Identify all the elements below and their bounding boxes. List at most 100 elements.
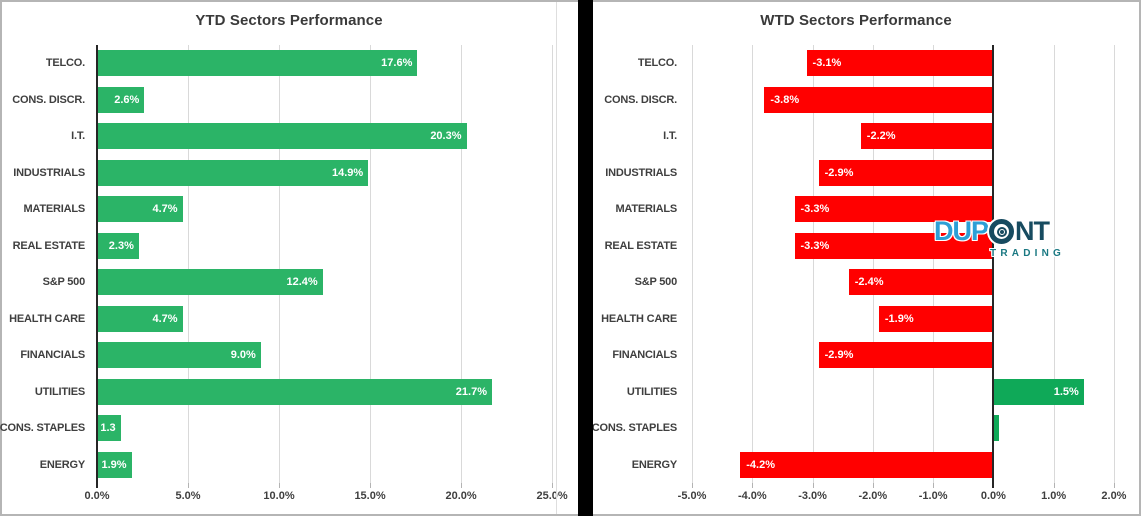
category-label-telco: TELCO. bbox=[637, 57, 677, 70]
category-label-s-p-500: S&P 500 bbox=[42, 276, 86, 289]
bar-materials: 4.7% bbox=[97, 196, 183, 223]
logo-text-dup: DUP bbox=[934, 216, 989, 246]
zero-axis-line bbox=[96, 45, 98, 488]
axis-tick-label: 0.0% bbox=[84, 490, 110, 502]
axis-tick-label: -3.0% bbox=[798, 490, 827, 502]
category-label-materials: MATERIALS bbox=[615, 203, 677, 216]
bar-value-label: 17.6% bbox=[381, 57, 413, 70]
bar-cons-discr: -3.8% bbox=[764, 86, 994, 113]
axis-tick bbox=[461, 483, 463, 488]
category-label-energy: ENERGY bbox=[39, 458, 85, 471]
bar-value-label: -2.2% bbox=[866, 130, 896, 143]
category-label-real-estate: REAL ESTATE bbox=[604, 239, 678, 252]
bar-real-estate: 2.3% bbox=[97, 232, 139, 259]
category-label-materials: MATERIALS bbox=[23, 203, 85, 216]
bar-real-estate: -3.3% bbox=[794, 232, 994, 259]
category-label-telco: TELCO. bbox=[45, 57, 85, 70]
axis-tick bbox=[692, 483, 694, 488]
category-label-health-care: HEALTH CARE bbox=[601, 312, 677, 325]
category-label-i-t: I.T. bbox=[663, 130, 677, 143]
axis-tick bbox=[872, 483, 874, 488]
bar-value-label: 9.0% bbox=[230, 349, 256, 362]
bar-s-p-500: -2.4% bbox=[848, 269, 994, 296]
axis-tick-label: 10.0% bbox=[263, 490, 295, 502]
bar-health-care: 4.7% bbox=[97, 305, 183, 332]
gridline bbox=[370, 45, 372, 483]
bar-cons-discr: 2.6% bbox=[97, 86, 145, 113]
bar-telco: 17.6% bbox=[97, 50, 418, 77]
bar-industrials: -2.9% bbox=[818, 159, 994, 186]
gridline bbox=[279, 45, 281, 483]
axis-tick-label: -2.0% bbox=[858, 490, 888, 502]
ytd-chart-title: YTD Sectors Performance bbox=[195, 12, 383, 29]
bar-energy: -4.2% bbox=[740, 451, 994, 478]
bar-utilities: 1.5% bbox=[993, 378, 1084, 405]
category-label-utilities: UTILITIES bbox=[34, 385, 85, 398]
bar-value-label: -1.9% bbox=[884, 312, 914, 325]
bar-value-label: -3.3% bbox=[800, 239, 830, 252]
axis-tick-label: 15.0% bbox=[354, 490, 386, 502]
gridline bbox=[812, 45, 814, 483]
category-label-health-care: HEALTH CARE bbox=[9, 312, 85, 325]
bar-value-label: -3.3% bbox=[800, 203, 830, 216]
gridline bbox=[461, 45, 463, 483]
bar-materials: -3.3% bbox=[794, 196, 994, 223]
bar-value-label: -3.1% bbox=[812, 57, 842, 70]
category-label-s-p-500: S&P 500 bbox=[634, 276, 678, 289]
bar-financials: 9.0% bbox=[97, 342, 261, 369]
bar-telco: -3.1% bbox=[806, 50, 994, 77]
category-label-industrials: INDUSTRIALS bbox=[605, 166, 677, 179]
bar-value-label: -2.4% bbox=[854, 276, 884, 289]
wtd-chart-title: WTD Sectors Performance bbox=[760, 12, 952, 29]
axis-tick-label: -4.0% bbox=[737, 490, 767, 502]
bar-value-label: -4.2% bbox=[746, 458, 775, 471]
axis-tick bbox=[552, 483, 554, 488]
bar-industrials: 14.9% bbox=[97, 159, 369, 186]
bar-i-t: -2.2% bbox=[860, 123, 994, 150]
axis-tick-label: 20.0% bbox=[445, 490, 477, 502]
axis-tick bbox=[933, 483, 935, 488]
category-label-cons-discr: CONS. DISCR. bbox=[12, 93, 85, 106]
zero-axis-line bbox=[992, 45, 995, 488]
gridline bbox=[933, 45, 935, 483]
gridline bbox=[872, 45, 874, 483]
gridline bbox=[692, 45, 694, 483]
category-label-cons-staples: CONS. STAPLES bbox=[0, 422, 85, 435]
gridline bbox=[1113, 45, 1115, 483]
category-label-cons-discr: CONS. DISCR. bbox=[604, 93, 677, 106]
category-label-i-t: I.T. bbox=[71, 130, 85, 143]
dupont-target-o-icon bbox=[989, 219, 1015, 244]
axis-tick bbox=[1113, 483, 1115, 488]
logo-wordmark: DUP NT bbox=[934, 218, 1066, 245]
axis-tick-label: 5.0% bbox=[175, 490, 201, 502]
axis-tick bbox=[370, 483, 372, 488]
bar-utilities: 21.7% bbox=[97, 378, 492, 405]
category-label-cons-staples: CONS. STAPLES bbox=[591, 422, 677, 435]
gridline bbox=[1053, 45, 1055, 483]
axis-tick-label: 1.0% bbox=[1041, 490, 1067, 502]
gridline bbox=[752, 45, 754, 483]
bar-value-label: 12.4% bbox=[286, 276, 318, 289]
bar-value-label: 2.6% bbox=[114, 93, 140, 106]
bar-value-label: -2.9% bbox=[824, 349, 854, 362]
axis-tick bbox=[188, 483, 190, 488]
bar-value-label: 4.7% bbox=[152, 312, 178, 325]
axis-tick bbox=[1053, 483, 1055, 488]
category-label-utilities: UTILITIES bbox=[626, 385, 677, 398]
bar-value-label: -3.8% bbox=[770, 93, 800, 106]
logo-subtext: TRADING bbox=[990, 248, 1065, 259]
category-label-financials: FINANCIALS bbox=[20, 349, 85, 362]
axis-tick bbox=[752, 483, 754, 488]
bar-value-label: 2.3% bbox=[108, 239, 134, 252]
bar-energy: 1.9% bbox=[97, 451, 132, 478]
bar-cons-staples bbox=[993, 415, 1000, 442]
bar-health-care: -1.9% bbox=[878, 305, 994, 332]
category-label-financials: FINANCIALS bbox=[612, 349, 677, 362]
category-label-industrials: INDUSTRIALS bbox=[13, 166, 85, 179]
bar-value-label: 4.7% bbox=[152, 203, 178, 216]
gridline bbox=[188, 45, 190, 483]
axis-tick-label: -5.0% bbox=[677, 490, 707, 502]
